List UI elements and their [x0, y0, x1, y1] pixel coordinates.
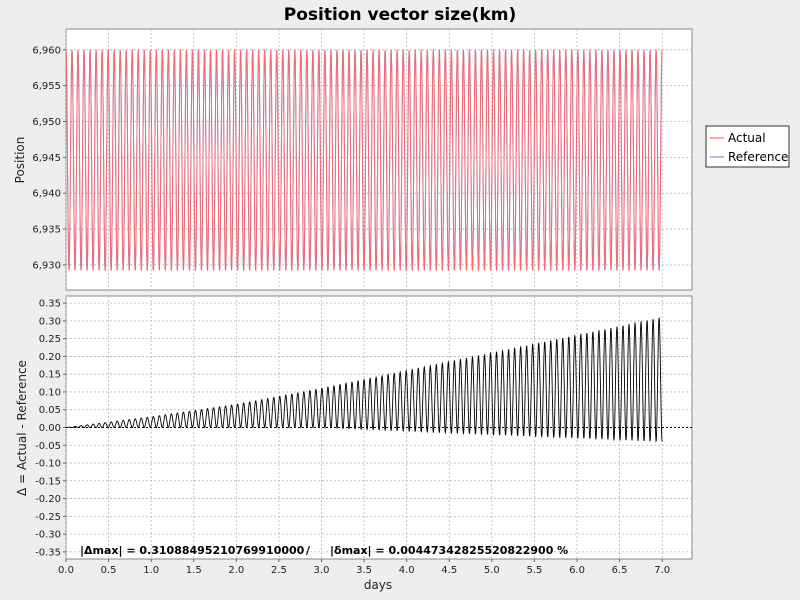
bottom-x-tick-label: 4.5: [441, 565, 457, 576]
bottom-y-tick-label: -0.05: [35, 441, 61, 452]
bottom-y-tick-label: 0.05: [39, 405, 61, 416]
top-y-axis-label: Position: [13, 137, 27, 184]
bottom-y-tick-label: -0.30: [35, 530, 61, 541]
bottom-x-tick-label: 6.0: [569, 565, 585, 576]
rel-max-stat: |δmax| = 0.00447342825520822900 %: [330, 544, 568, 557]
bottom-y-tick-label: 0.35: [39, 299, 61, 310]
bottom-x-ticks: 0.0 0.5 1.0 1.5 2.0 2.5 3.0 3.5 4.0 4.5 5.0 5.5 6.0 6…: [58, 559, 670, 576]
bottom-x-tick-label: 4.0: [399, 565, 415, 576]
bottom-x-tick-label: 6.5: [612, 565, 628, 576]
top-y-ticks: 6,930 6,935 6,940 6,945 6,950 6,955 6,960: [32, 45, 66, 271]
delta-series-line: [66, 317, 663, 443]
bottom-y-tick-label: 0.25: [39, 334, 61, 345]
bottom-y-tick-label: 0.15: [39, 370, 61, 381]
top-series: [65, 48, 663, 272]
actual-series-line: [65, 48, 663, 272]
bottom-x-tick-label: 2.5: [271, 565, 287, 576]
bottom-panel: -0.35 -0.30 -0.25 -0.20 -0.15 -0.10 -0.05 0.00 0…: [15, 295, 693, 592]
x-axis-label: days: [364, 578, 392, 592]
bottom-x-tick-label: 1.5: [186, 565, 202, 576]
top-y-tick-label: 6,950: [32, 117, 61, 128]
bottom-y-tick-label: 0.10: [39, 387, 61, 398]
top-y-tick-label: 6,955: [32, 81, 61, 92]
bottom-y-axis-label: Δ = Actual - Reference: [15, 360, 29, 496]
bottom-x-tick-label: 1.0: [143, 565, 159, 576]
bottom-x-tick-label: 3.5: [356, 565, 372, 576]
bottom-x-tick-label: 0.5: [101, 565, 117, 576]
top-y-tick-label: 6,960: [32, 45, 61, 56]
top-y-tick-label: 6,940: [32, 189, 61, 200]
stat-separator: /: [306, 544, 311, 557]
bottom-x-tick-label: 5.0: [484, 565, 500, 576]
top-y-tick-label: 6,935: [32, 225, 61, 236]
bottom-grid: [65, 296, 692, 559]
bottom-y-tick-label: -0.25: [35, 512, 61, 523]
bottom-y-tick-label: -0.10: [35, 459, 61, 470]
top-y-tick-label: 6,930: [32, 260, 61, 271]
bottom-y-tick-label: 0.20: [39, 352, 61, 363]
bottom-y-tick-label: -0.20: [35, 494, 61, 505]
top-panel: 6,930 6,935 6,940 6,945 6,950 6,955 6,960 Posi…: [13, 28, 693, 291]
chart-title: Position vector size(km): [284, 5, 516, 25]
legend-label-reference: Reference: [728, 150, 788, 164]
delta-max-stat: |Δmax| = 0.31088495210769910000: [80, 544, 305, 557]
legend-label-actual: Actual: [728, 131, 766, 145]
bottom-series: [66, 317, 692, 443]
bottom-x-tick-label: 7.0: [654, 565, 670, 576]
bottom-y-tick-label: 0.30: [39, 316, 61, 327]
legend: Actual Reference: [705, 125, 790, 168]
bottom-y-tick-label: 0.00: [39, 423, 61, 434]
bottom-y-ticks: -0.35 -0.30 -0.25 -0.20 -0.15 -0.10 -0.05 0.00 0…: [35, 299, 66, 558]
bottom-y-tick-label: -0.15: [35, 476, 61, 487]
bottom-x-tick-label: 3.0: [314, 565, 330, 576]
bottom-y-tick-label: -0.35: [35, 547, 61, 558]
bottom-x-tick-label: 0.0: [58, 565, 74, 576]
bottom-x-tick-label: 2.0: [228, 565, 244, 576]
top-y-tick-label: 6,945: [32, 153, 61, 164]
bottom-x-tick-label: 5.5: [526, 565, 542, 576]
legend-box: [705, 125, 790, 168]
